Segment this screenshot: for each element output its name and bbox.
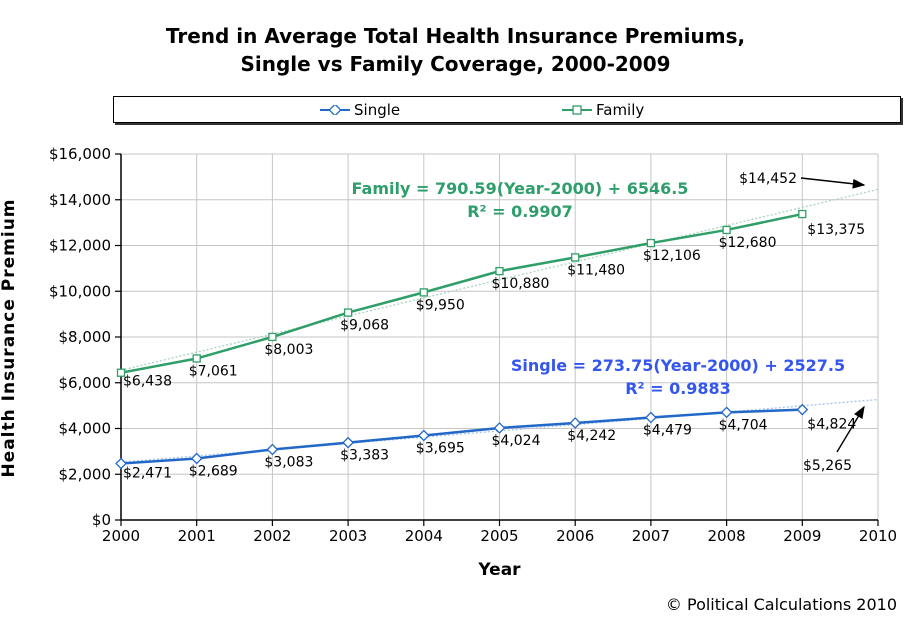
family-line [120, 212, 803, 374]
family-data-label: $12,106 [643, 248, 701, 264]
family-point-marker [268, 332, 277, 342]
legend: Single Family [113, 96, 901, 123]
single-point-marker [645, 411, 657, 424]
family-point-marker [116, 368, 126, 377]
single-point-marker [417, 429, 430, 442]
single-data-label: $2,471 [123, 465, 172, 481]
y-tick-label: $16,000 [49, 145, 111, 163]
single-point-marker [266, 443, 279, 456]
x-tick-label: 2004 [405, 527, 443, 545]
x-tick-label: 2002 [253, 527, 291, 545]
family-data-label: $6,438 [123, 374, 172, 390]
single-point-marker [569, 417, 582, 429]
x-tick-label: 2009 [783, 527, 821, 545]
single-data-label: $4,479 [643, 423, 692, 439]
family-point-marker [192, 354, 201, 363]
family-trendline [120, 188, 879, 371]
family-data-label: $7,061 [189, 363, 238, 379]
y-tick-label: $14,000 [49, 191, 111, 209]
family-data-label: $9,950 [416, 297, 465, 313]
x-tick-label: 2001 [178, 527, 216, 545]
single-point-marker [342, 436, 354, 449]
family-data-label: $12,680 [719, 235, 777, 251]
x-tick-label: 2007 [632, 527, 670, 545]
single-point-marker [190, 452, 203, 465]
x-tick-label: 2005 [480, 527, 518, 545]
x-tick-label: 2006 [556, 527, 594, 545]
single-data-label: $4,024 [492, 433, 541, 449]
chart-title-line2: Single vs Family Coverage, 2000-2009 [240, 52, 671, 76]
trendline-equations: Single = 273.75(Year-2000) + 2527.5 R² = … [352, 179, 846, 398]
annotation-arrow [836, 405, 865, 453]
family-point-marker [646, 238, 656, 248]
single-line [120, 408, 803, 465]
family-point-marker [495, 266, 504, 276]
legend-label-single: Single [354, 100, 401, 119]
copyright-text: © Political Calculations 2010 [665, 595, 897, 614]
single-data-label: $3,695 [416, 440, 465, 456]
family-point-marker [798, 209, 807, 219]
family-point-marker [419, 288, 428, 297]
y-tick-label: $12,000 [49, 237, 111, 255]
data-labels: $2,471 $2,689 $3,083 $3,383 $3,695 $4,024 $4,2… [123, 222, 865, 481]
single-data-label: $3,083 [264, 454, 313, 470]
single-data-label: $4,704 [719, 417, 768, 433]
annotation-label: $5,265 [803, 458, 852, 474]
single-series-marker-icon [320, 104, 350, 115]
trendlines [120, 188, 879, 463]
family-data-label: $8,003 [264, 342, 313, 358]
annotation-arrow [800, 177, 866, 189]
y-tick-label: $4,000 [59, 420, 112, 438]
family-data-label: $11,480 [567, 262, 625, 278]
x-tick-label: 2000 [102, 527, 140, 545]
y-tick-label: $6,000 [59, 374, 112, 392]
single-data-label: $2,689 [189, 463, 238, 479]
x-tick-label: 2010 [859, 527, 897, 545]
legend-label-family: Family [596, 100, 645, 119]
single-data-label: $4,242 [567, 428, 616, 444]
family-data-label: $9,068 [340, 318, 389, 334]
data-series [115, 209, 809, 470]
x-tick-label: 2008 [708, 527, 746, 545]
single-equation: Single = 273.75(Year-2000) + 2527.5 [511, 356, 845, 375]
single-point-marker [796, 403, 809, 416]
y-tick-label: $2,000 [59, 465, 112, 483]
family-point-marker [722, 225, 731, 235]
single-data-label: $4,824 [807, 417, 856, 433]
y-tick-label: $0 [92, 511, 111, 529]
family-point-marker [571, 253, 580, 262]
family-data-label: $10,880 [492, 276, 550, 292]
single-point-marker [493, 422, 506, 434]
family-equation: Family = 790.59(Year-2000) + 6546.5 [352, 179, 689, 198]
family-r-squared: R² = 0.9907 [467, 202, 573, 221]
x-axis-title: Year [478, 560, 521, 580]
annotation-label: $14,452 [739, 171, 797, 187]
single-data-label: $3,383 [340, 448, 389, 464]
family-series-marker-icon [562, 104, 592, 115]
y-tick-label: $10,000 [49, 282, 111, 300]
chart-title: Trend in Average Total Health Insurance … [0, 22, 911, 78]
axes: $0 $2,000 $4,000 $6,000 $8,000 $10,000 $12,000… [49, 145, 897, 545]
legend-item-family: Family [562, 97, 644, 122]
y-tick-label: $8,000 [59, 328, 112, 346]
single-trendline [120, 398, 879, 463]
annotations: $14,452 $5,265 [739, 171, 866, 474]
single-point-marker [720, 406, 733, 419]
single-r-squared: R² = 0.9883 [625, 379, 731, 398]
family-point-marker [343, 308, 353, 317]
legend-item-single: Single [320, 97, 400, 122]
x-tick-label: 2003 [329, 527, 367, 545]
chart-title-line1: Trend in Average Total Health Insurance … [165, 24, 746, 48]
family-data-label: $13,375 [807, 222, 865, 238]
single-point-marker [115, 457, 127, 470]
